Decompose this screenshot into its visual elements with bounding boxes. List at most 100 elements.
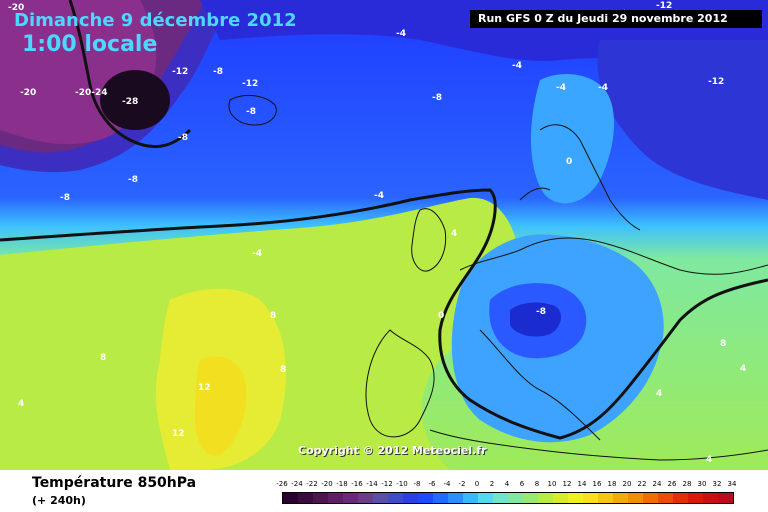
isotherm-label: -4 (512, 61, 522, 71)
coastline-scandinavia (519, 124, 641, 231)
legend-label: 28 (682, 480, 692, 488)
legend-label: 0 (474, 480, 480, 488)
legend-swatch (448, 493, 463, 503)
isotherm-label: -12 (708, 77, 724, 87)
cold-zone-northeast (597, 40, 768, 200)
legend-label: 26 (667, 480, 677, 488)
isotherm-label: 12 (172, 429, 185, 439)
isotherm-label: -4 (556, 83, 566, 93)
legend-swatch (328, 493, 343, 503)
isotherm-label: -8 (60, 193, 70, 203)
isotherm-label: -8 (213, 67, 223, 77)
legend-label: 34 (727, 480, 737, 488)
isotherm-label: 4 (18, 399, 24, 409)
cold-core-28 (100, 70, 170, 130)
legend-swatch (478, 493, 493, 503)
legend-swatch (568, 493, 583, 503)
legend-swatch (373, 493, 388, 503)
legend-label: 12 (562, 480, 572, 488)
isotherm-label: 4 (740, 364, 746, 374)
legend-swatch (628, 493, 643, 503)
legend-swatch (418, 493, 433, 503)
isotherm-label: -12 (242, 79, 258, 89)
isotherm-label: 0 (438, 311, 444, 321)
isotherm-label: -8 (432, 93, 442, 103)
legend-labels: -26 -24 -22 -20 -18 -16 -14 -12 -10 -8 -6 -4 -2 0 2 4 6 8… (276, 480, 744, 490)
isotherm-label: -4 (374, 191, 384, 201)
coastline-europe (429, 237, 768, 461)
legend-swatch (358, 493, 373, 503)
legend-label: 32 (712, 480, 722, 488)
legend-label: 24 (652, 480, 662, 488)
legend-swatch (403, 493, 418, 503)
legend-label: -8 (413, 480, 421, 488)
legend-label: -22 (306, 480, 318, 488)
isotherm-label: -20-24 (75, 88, 108, 98)
legend-label: -20 (321, 480, 333, 488)
legend-swatch (658, 493, 673, 503)
isotherm-label: -12 (656, 1, 672, 11)
legend-label: 10 (547, 480, 557, 488)
legend-label: -14 (366, 480, 378, 488)
legend-label: -10 (396, 480, 408, 488)
isotherm-label: 4 (706, 455, 712, 465)
legend-label: 6 (519, 480, 525, 488)
legend-label: 22 (637, 480, 647, 488)
legend-swatch (463, 493, 478, 503)
legend-label: -24 (291, 480, 303, 488)
isotherm-label: -4 (252, 249, 262, 259)
temperature-map: -20 -20 -20-24 -28 -12 -8 -12 -8 -8 -8 -8 -4 -8 -4 -4 -… (0, 0, 768, 470)
legend-swatch (598, 493, 613, 503)
isotherm-label: -28 (122, 97, 138, 107)
isotherm-label: 8 (720, 339, 726, 349)
legend-swatch (538, 493, 553, 503)
legend-color-bar (282, 492, 734, 504)
legend-swatch (508, 493, 523, 503)
legend-label: 30 (697, 480, 707, 488)
forecast-date: Dimanche 9 décembre 2012 (14, 10, 297, 31)
legend-label: 14 (577, 480, 587, 488)
legend-swatch (613, 493, 628, 503)
legend-swatch (313, 493, 328, 503)
isotherm-label: 8 (270, 311, 276, 321)
cold-pool-center (510, 302, 562, 337)
legend-swatch (283, 493, 298, 503)
legend-swatch (703, 493, 718, 503)
map-title: Température 850hPa (32, 475, 197, 491)
coastline-iberia (365, 329, 435, 438)
legend-swatch (583, 493, 598, 503)
isotherm-label: -20 (20, 88, 36, 98)
legend-swatch (523, 493, 538, 503)
isotherm-label: -4 (598, 83, 608, 93)
legend-label: 20 (622, 480, 632, 488)
isotherm-zero (0, 188, 768, 440)
legend-label: 18 (607, 480, 617, 488)
legend-label: -6 (428, 480, 436, 488)
legend-label: -16 (351, 480, 363, 488)
warm-zone-12 (195, 356, 247, 456)
cold-zone-scandinavia (530, 74, 615, 204)
legend-label: 2 (489, 480, 495, 488)
isotherm-minus-20 (68, 0, 192, 149)
isotherm-label: -4 (396, 29, 406, 39)
isotherm-label: 8 (100, 353, 106, 363)
isotherm-label: 0 (566, 157, 572, 167)
legend-label: 4 (504, 480, 510, 488)
forecast-time: 1:00 locale (22, 32, 158, 57)
coastline-britain (411, 208, 447, 272)
isotherm-label: -20 (8, 3, 24, 13)
isotherm-label: -8 (128, 175, 138, 185)
footer-bar (0, 470, 768, 512)
legend-swatch (553, 493, 568, 503)
legend-label: -2 (458, 480, 466, 488)
isotherm-label: -8 (178, 133, 188, 143)
isotherm-label: 8 (280, 365, 286, 375)
legend-label: -18 (336, 480, 348, 488)
temperature-legend: -26 -24 -22 -20 -18 -16 -14 -12 -10 -8 -6 -4 -2 0 2 4 6 8… (276, 480, 744, 508)
legend-swatch (688, 493, 703, 503)
legend-label: -12 (381, 480, 393, 488)
legend-swatch (388, 493, 403, 503)
map-subtitle: (+ 240h) (32, 494, 86, 507)
coastline-iceland (228, 94, 277, 126)
legend-swatch (643, 493, 658, 503)
